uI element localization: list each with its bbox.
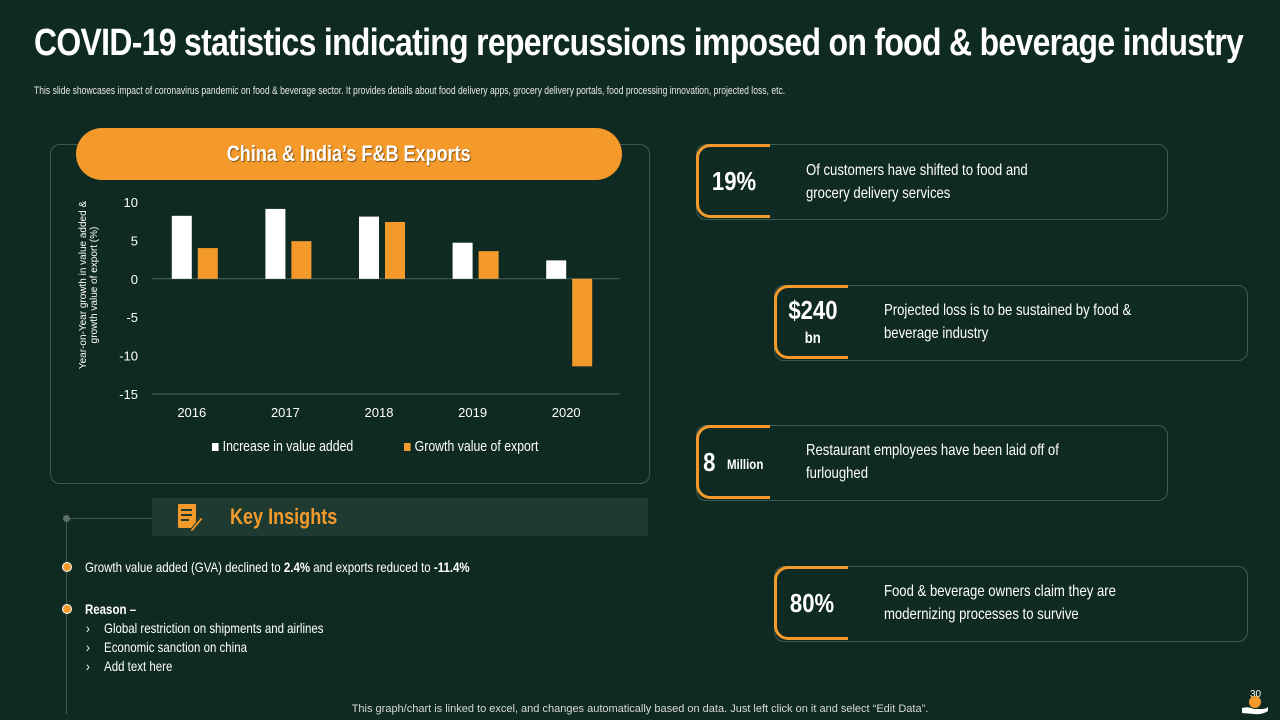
chevron-right-icon: › <box>86 658 90 674</box>
y-tick-label: -15 <box>119 387 138 402</box>
timeline-line <box>66 518 67 714</box>
bar-value-added-2020 <box>546 260 567 279</box>
x-tick-label: 2016 <box>177 405 206 420</box>
stat-badge: 80% <box>774 566 848 640</box>
bullet-dot <box>62 604 72 614</box>
stat-value: 80% <box>790 588 835 618</box>
y-tick-label: 10 <box>124 195 138 210</box>
bar-export-2020 <box>572 278 593 367</box>
stat-value: $240 <box>787 295 838 325</box>
stat-text: Projected loss is to be sustained by foo… <box>884 302 1132 342</box>
stat-value: 8 <box>703 447 716 477</box>
reason-label: Reason – <box>85 601 136 617</box>
legend-swatch-white <box>212 442 219 451</box>
bar-export-2018 <box>385 221 405 279</box>
reason-text: Global restriction on shipments and airl… <box>104 620 324 636</box>
legend-item-export: Growth value of export <box>404 438 539 455</box>
reason-item: › Global restriction on shipments and air… <box>86 620 324 636</box>
chevron-right-icon: › <box>86 620 90 636</box>
stat-unit: bn <box>804 330 821 347</box>
document-edit-icon <box>178 504 204 532</box>
bullet-dot <box>62 562 72 572</box>
insight-bold-export: -11.4% <box>433 559 470 575</box>
timeline-dot <box>63 515 70 522</box>
insight-gva: Growth value added (GVA) declined to 2.4… <box>85 559 470 575</box>
key-insights-title: Key Insights <box>230 504 338 529</box>
bar-value-added-2019 <box>452 242 473 279</box>
reason-item: › Add text here <box>86 658 172 674</box>
chart-heading-pill: China & India’s F&B Exports <box>76 128 622 180</box>
y-tick-label: -5 <box>126 310 138 325</box>
chart-heading: China & India’s F&B Exports <box>227 141 471 166</box>
y-tick-label: -10 <box>119 349 138 364</box>
legend-label: Growth value of export <box>414 438 539 455</box>
stat-unit: Million <box>726 456 763 472</box>
stat-badge: 8 Million <box>696 425 770 499</box>
hand-holding-icon <box>1242 696 1268 715</box>
bar-export-2019 <box>478 251 499 279</box>
x-tick-label: 2017 <box>271 405 300 420</box>
stat-text: Food & beverage owners claim they are mo… <box>884 583 1116 623</box>
stat-text: Of customers have shifted to food and gr… <box>806 162 1028 202</box>
stat-text: Restaurant employees have been laid off … <box>806 442 1059 482</box>
chart-legend: Increase in value added Growth value of … <box>212 438 568 455</box>
bar-chart[interactable]: 10 5 0 -5 -10 -15 Year-on-Year growth in value… <box>60 185 640 435</box>
footer-note: This graph/chart is linked to excel, and… <box>351 703 929 715</box>
reason-label-text: Reason – <box>85 601 137 617</box>
page-number: 30 <box>1250 689 1262 700</box>
bar-export-2017 <box>291 241 312 279</box>
stat-badge: 19% <box>696 144 770 218</box>
y-axis-label: Year-on-Year growth in value added &grow… <box>78 201 100 370</box>
stat-badge: $240 bn <box>774 285 848 359</box>
x-tick-label: 2018 <box>365 405 394 420</box>
insight-bold-gva: 2.4% <box>283 559 311 575</box>
page-subtitle: This slide showcases impact of coronavir… <box>34 85 786 97</box>
key-insights-bar: Key Insights <box>152 498 648 536</box>
reason-item: › Economic sanction on china <box>86 639 247 655</box>
legend-swatch-orange <box>404 442 411 451</box>
x-tick-label: 2020 <box>552 405 581 420</box>
y-tick-label: 5 <box>131 233 138 248</box>
page-title: COVID-19 statistics indicating repercuss… <box>34 22 1244 64</box>
stat-value: 19% <box>712 166 757 196</box>
insight-text: Growth value added (GVA) declined to <box>85 559 284 575</box>
reason-text: Add text here <box>104 658 173 674</box>
bar-value-added-2018 <box>359 216 379 279</box>
reason-text: Economic sanction on china <box>104 639 247 655</box>
timeline-connector <box>66 518 152 519</box>
bar-export-2016 <box>197 248 218 279</box>
x-tick-label: 2019 <box>458 405 487 420</box>
y-tick-label: 0 <box>131 272 138 287</box>
bar-value-added-2017 <box>265 208 286 279</box>
legend-item-value-added: Increase in value added <box>212 438 353 455</box>
legend-label: Increase in value added <box>222 438 354 455</box>
bar-value-added-2016 <box>171 215 192 279</box>
chevron-right-icon: › <box>86 639 90 655</box>
insight-text: and exports reduced to <box>310 559 434 575</box>
